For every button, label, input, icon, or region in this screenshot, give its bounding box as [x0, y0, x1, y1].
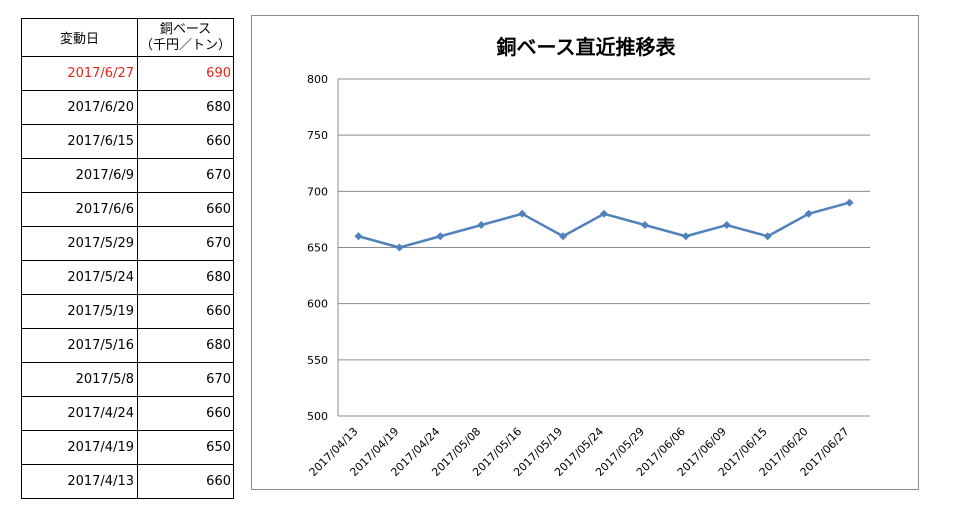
row-date: 2017/5/19 [21, 294, 138, 329]
row-date: 2017/6/9 [21, 158, 138, 193]
row-date: 2017/6/15 [21, 124, 138, 159]
row-price: 670 [137, 362, 234, 397]
row-price: 660 [137, 192, 234, 227]
row-date: 2017/4/24 [21, 396, 138, 431]
table-row: 2017/5/16 680 [21, 328, 234, 363]
table-row: 2017/4/24 660 [21, 396, 234, 431]
table-row: 2017/6/15 660 [21, 124, 234, 159]
data-point [354, 232, 363, 241]
table-row: 2017/6/9 670 [21, 158, 234, 193]
header-price-line2: （千円／トン） [139, 37, 231, 53]
row-date: 2017/6/27 [21, 56, 138, 91]
table-row: 2017/4/13 660 [21, 464, 234, 499]
row-price: 680 [137, 328, 234, 363]
table-row: 2017/5/29 670 [21, 226, 234, 261]
row-price: 680 [137, 90, 234, 125]
chart-title: 銅ベース直近推移表 [497, 35, 677, 59]
table-row: 2017/5/8 670 [21, 362, 234, 397]
price-chart: 銅ベース直近推移表 500 550 600 650 700 750 800 2017/04/… [251, 15, 919, 490]
y-tick-label: 600 [307, 298, 328, 311]
row-price: 660 [137, 396, 234, 431]
row-date: 2017/6/20 [21, 90, 138, 125]
table-row: 2017/5/24 680 [21, 260, 234, 295]
data-point [477, 221, 486, 230]
row-price: 660 [137, 464, 234, 499]
table-row: 2017/4/19 650 [21, 430, 234, 465]
y-tick-label: 650 [307, 242, 328, 255]
table-row: 2017/6/6 660 [21, 192, 234, 227]
row-price: 680 [137, 260, 234, 295]
row-date: 2017/5/8 [21, 362, 138, 397]
data-point [722, 221, 731, 230]
data-point [518, 209, 527, 218]
row-price: 690 [137, 56, 234, 91]
data-point [804, 209, 813, 218]
table-row: 2017/6/20 680 [21, 90, 234, 125]
data-point [559, 232, 568, 241]
y-tick-label: 800 [307, 73, 328, 86]
price-history-table: 変動日 銅ベース （千円／トン） 2017/6/27 690 2017/6/20 68… [21, 18, 234, 499]
row-date: 2017/6/6 [21, 192, 138, 227]
row-date: 2017/5/29 [21, 226, 138, 261]
y-tick-label: 700 [307, 185, 328, 198]
y-tick-label: 750 [307, 129, 328, 142]
series-line [358, 201, 850, 249]
row-date: 2017/5/16 [21, 328, 138, 363]
header-date: 変動日 [21, 18, 138, 57]
data-point [640, 221, 649, 230]
row-date: 2017/5/24 [21, 260, 138, 295]
row-price: 650 [137, 430, 234, 465]
data-point [436, 232, 445, 241]
row-date: 2017/4/13 [21, 464, 138, 499]
row-date: 2017/4/19 [21, 430, 138, 465]
data-point [845, 198, 854, 207]
table-header-row: 変動日 銅ベース （千円／トン） [21, 18, 234, 57]
header-price: 銅ベース （千円／トン） [137, 18, 234, 57]
header-price-line1: 銅ベース [159, 21, 212, 37]
y-tick-label: 550 [307, 354, 328, 367]
row-price: 660 [137, 294, 234, 329]
y-tick-label: 500 [307, 410, 328, 423]
data-point [395, 243, 404, 252]
row-price: 670 [137, 226, 234, 261]
data-point [600, 209, 608, 218]
data-point [681, 232, 690, 241]
row-price: 670 [137, 158, 234, 193]
table-row: 2017/6/27 690 [21, 56, 234, 91]
row-price: 660 [137, 124, 234, 159]
data-point [763, 232, 772, 241]
table-row: 2017/5/19 660 [21, 294, 234, 329]
